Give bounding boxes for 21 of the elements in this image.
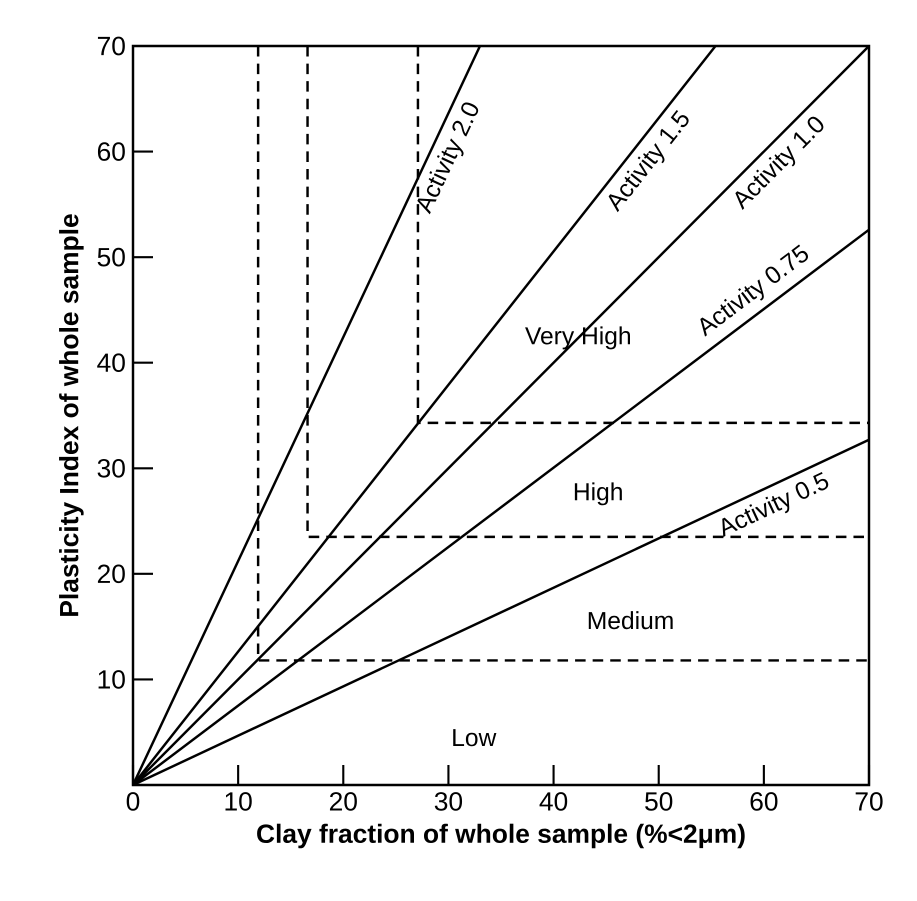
- y-tick-label: 60: [98, 142, 125, 161]
- x-tick-label: 20: [330, 792, 357, 811]
- x-tick-label: 60: [750, 792, 778, 811]
- x-axis-title: Clay fraction of whole sample (%<2μm): [257, 824, 745, 848]
- x-tick-label: 0: [126, 792, 140, 811]
- y-tick-label: 40: [97, 353, 125, 372]
- x-tick-label: 40: [540, 792, 568, 811]
- annotation: Very High: [525, 326, 630, 350]
- y-axis-title: Plasticity Index of whole sample: [59, 214, 84, 616]
- annotation: High: [574, 482, 622, 506]
- y-tick-label: 30: [98, 458, 125, 478]
- y-tick-label: 50: [98, 248, 125, 266]
- x-tick-label: 70: [856, 792, 883, 811]
- y-tick-label: 10: [98, 670, 125, 689]
- x-tick-label: 30: [434, 792, 462, 811]
- y-tick-label: 20: [98, 564, 125, 584]
- annotation: Medium: [588, 611, 673, 630]
- y-tick-label: 70: [98, 36, 125, 56]
- x-tick-label: 10: [225, 792, 252, 811]
- x-tick-label: 50: [645, 792, 672, 811]
- annotation: Low: [453, 729, 496, 746]
